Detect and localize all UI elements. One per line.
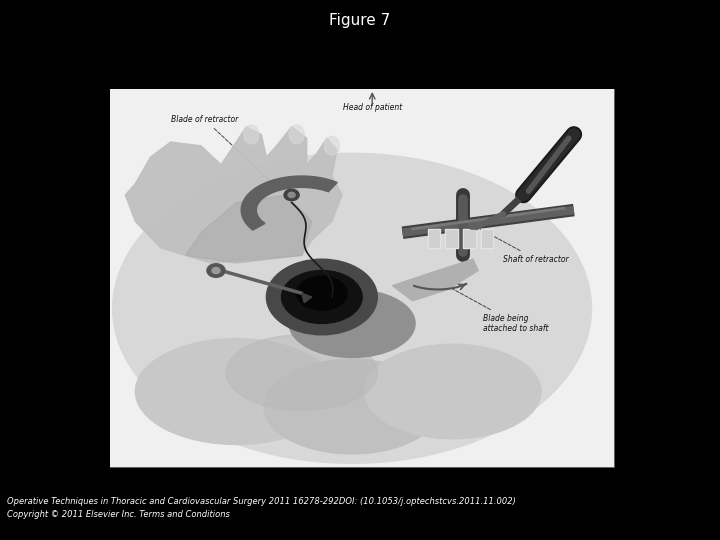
Bar <box>482 230 492 247</box>
Ellipse shape <box>282 271 362 323</box>
Bar <box>481 229 493 248</box>
Ellipse shape <box>324 136 340 156</box>
Text: Figure 7: Figure 7 <box>329 14 391 29</box>
Bar <box>428 229 440 248</box>
Polygon shape <box>241 176 337 230</box>
Bar <box>446 230 457 247</box>
Text: Blade of retractor: Blade of retractor <box>171 115 279 189</box>
Ellipse shape <box>289 125 304 144</box>
Polygon shape <box>302 293 312 302</box>
Ellipse shape <box>243 125 259 144</box>
Bar <box>445 229 458 248</box>
Ellipse shape <box>226 335 377 410</box>
Polygon shape <box>186 195 312 263</box>
Ellipse shape <box>266 259 377 335</box>
Ellipse shape <box>297 276 347 310</box>
Text: Blade being
attached to shaft: Blade being attached to shaft <box>435 279 549 333</box>
Ellipse shape <box>113 153 592 463</box>
Bar <box>110 89 614 467</box>
Text: Shaft of retractor: Shaft of retractor <box>475 226 569 264</box>
Text: Head of patient: Head of patient <box>343 103 402 112</box>
Ellipse shape <box>289 289 415 357</box>
Circle shape <box>288 192 295 198</box>
Circle shape <box>207 264 225 278</box>
Circle shape <box>284 189 300 200</box>
Bar <box>428 230 439 247</box>
Circle shape <box>212 267 220 274</box>
Bar <box>464 230 474 247</box>
Bar <box>463 229 476 248</box>
Ellipse shape <box>264 360 441 454</box>
Polygon shape <box>125 127 342 263</box>
Text: Copyright © 2011 Elsevier Inc. Terms and Conditions: Copyright © 2011 Elsevier Inc. Terms and… <box>7 510 230 519</box>
Ellipse shape <box>365 345 541 438</box>
Text: Operative Techniques in Thoracic and Cardiovascular Surgery 2011 16278-292DOI: (: Operative Techniques in Thoracic and Car… <box>7 497 516 505</box>
Polygon shape <box>392 259 478 301</box>
Ellipse shape <box>135 339 337 444</box>
